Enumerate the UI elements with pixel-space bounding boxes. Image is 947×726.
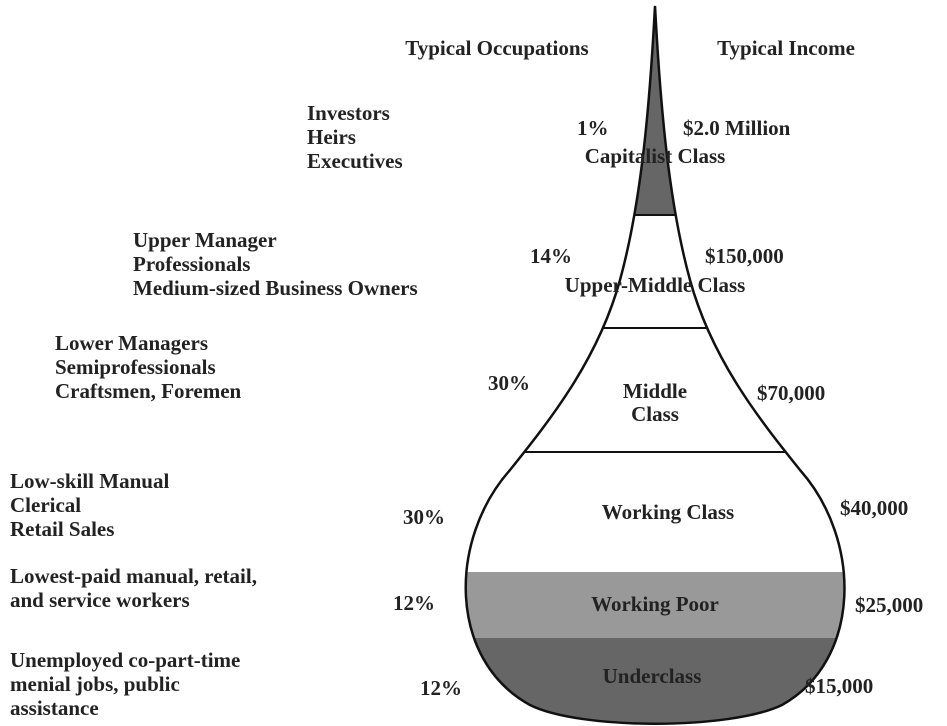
percent: 12% — [420, 676, 462, 700]
occupation: Lower Managers — [55, 331, 208, 355]
drop-outline — [464, 5, 846, 725]
occupation: Medium-sized Business Owners — [133, 276, 418, 300]
percent: 12% — [393, 591, 435, 615]
class-name: Capitalist Class — [585, 144, 726, 168]
occupation: Lowest-paid manual, retail, — [10, 564, 257, 588]
percent: 30% — [403, 505, 445, 529]
occupation: Heirs — [307, 125, 356, 149]
class-name: Working Class — [602, 500, 734, 524]
income: $2.0 Million — [683, 116, 791, 140]
working-poor-fill — [465, 572, 845, 638]
percent: 14% — [530, 244, 572, 268]
occupation: assistance — [10, 696, 99, 720]
class-name: Class — [631, 402, 679, 426]
class-name: Underclass — [603, 664, 702, 688]
class-name: Working Poor — [591, 592, 719, 616]
occupation: Retail Sales — [10, 517, 114, 541]
occupation: Craftsmen, Foremen — [55, 379, 242, 403]
income: $70,000 — [757, 381, 825, 405]
percent: 30% — [488, 371, 530, 395]
occupation: Low-skill Manual — [10, 469, 169, 493]
occupation: Investors — [307, 101, 390, 125]
class-name: Upper-Middle Class — [565, 273, 746, 297]
income: $25,000 — [855, 593, 923, 617]
occupation: and service workers — [10, 588, 190, 612]
occupation: Semiprofessionals — [55, 355, 216, 379]
occupation: Upper Manager — [133, 228, 277, 252]
percent: 1% — [577, 116, 609, 140]
occupation: Professionals — [133, 252, 250, 276]
occupation: Unemployed co-part-time — [10, 648, 240, 672]
occupation: menial jobs, public — [10, 672, 180, 696]
income: $15,000 — [805, 674, 873, 698]
header: Typical Occupations — [405, 36, 588, 60]
income: $40,000 — [840, 496, 908, 520]
capitalist-fill — [465, 6, 845, 215]
occupation: Clerical — [10, 493, 81, 517]
header: Typical Income — [717, 36, 855, 60]
income: $150,000 — [705, 244, 784, 268]
occupation: Executives — [307, 149, 403, 173]
class-name: Middle — [623, 379, 687, 403]
